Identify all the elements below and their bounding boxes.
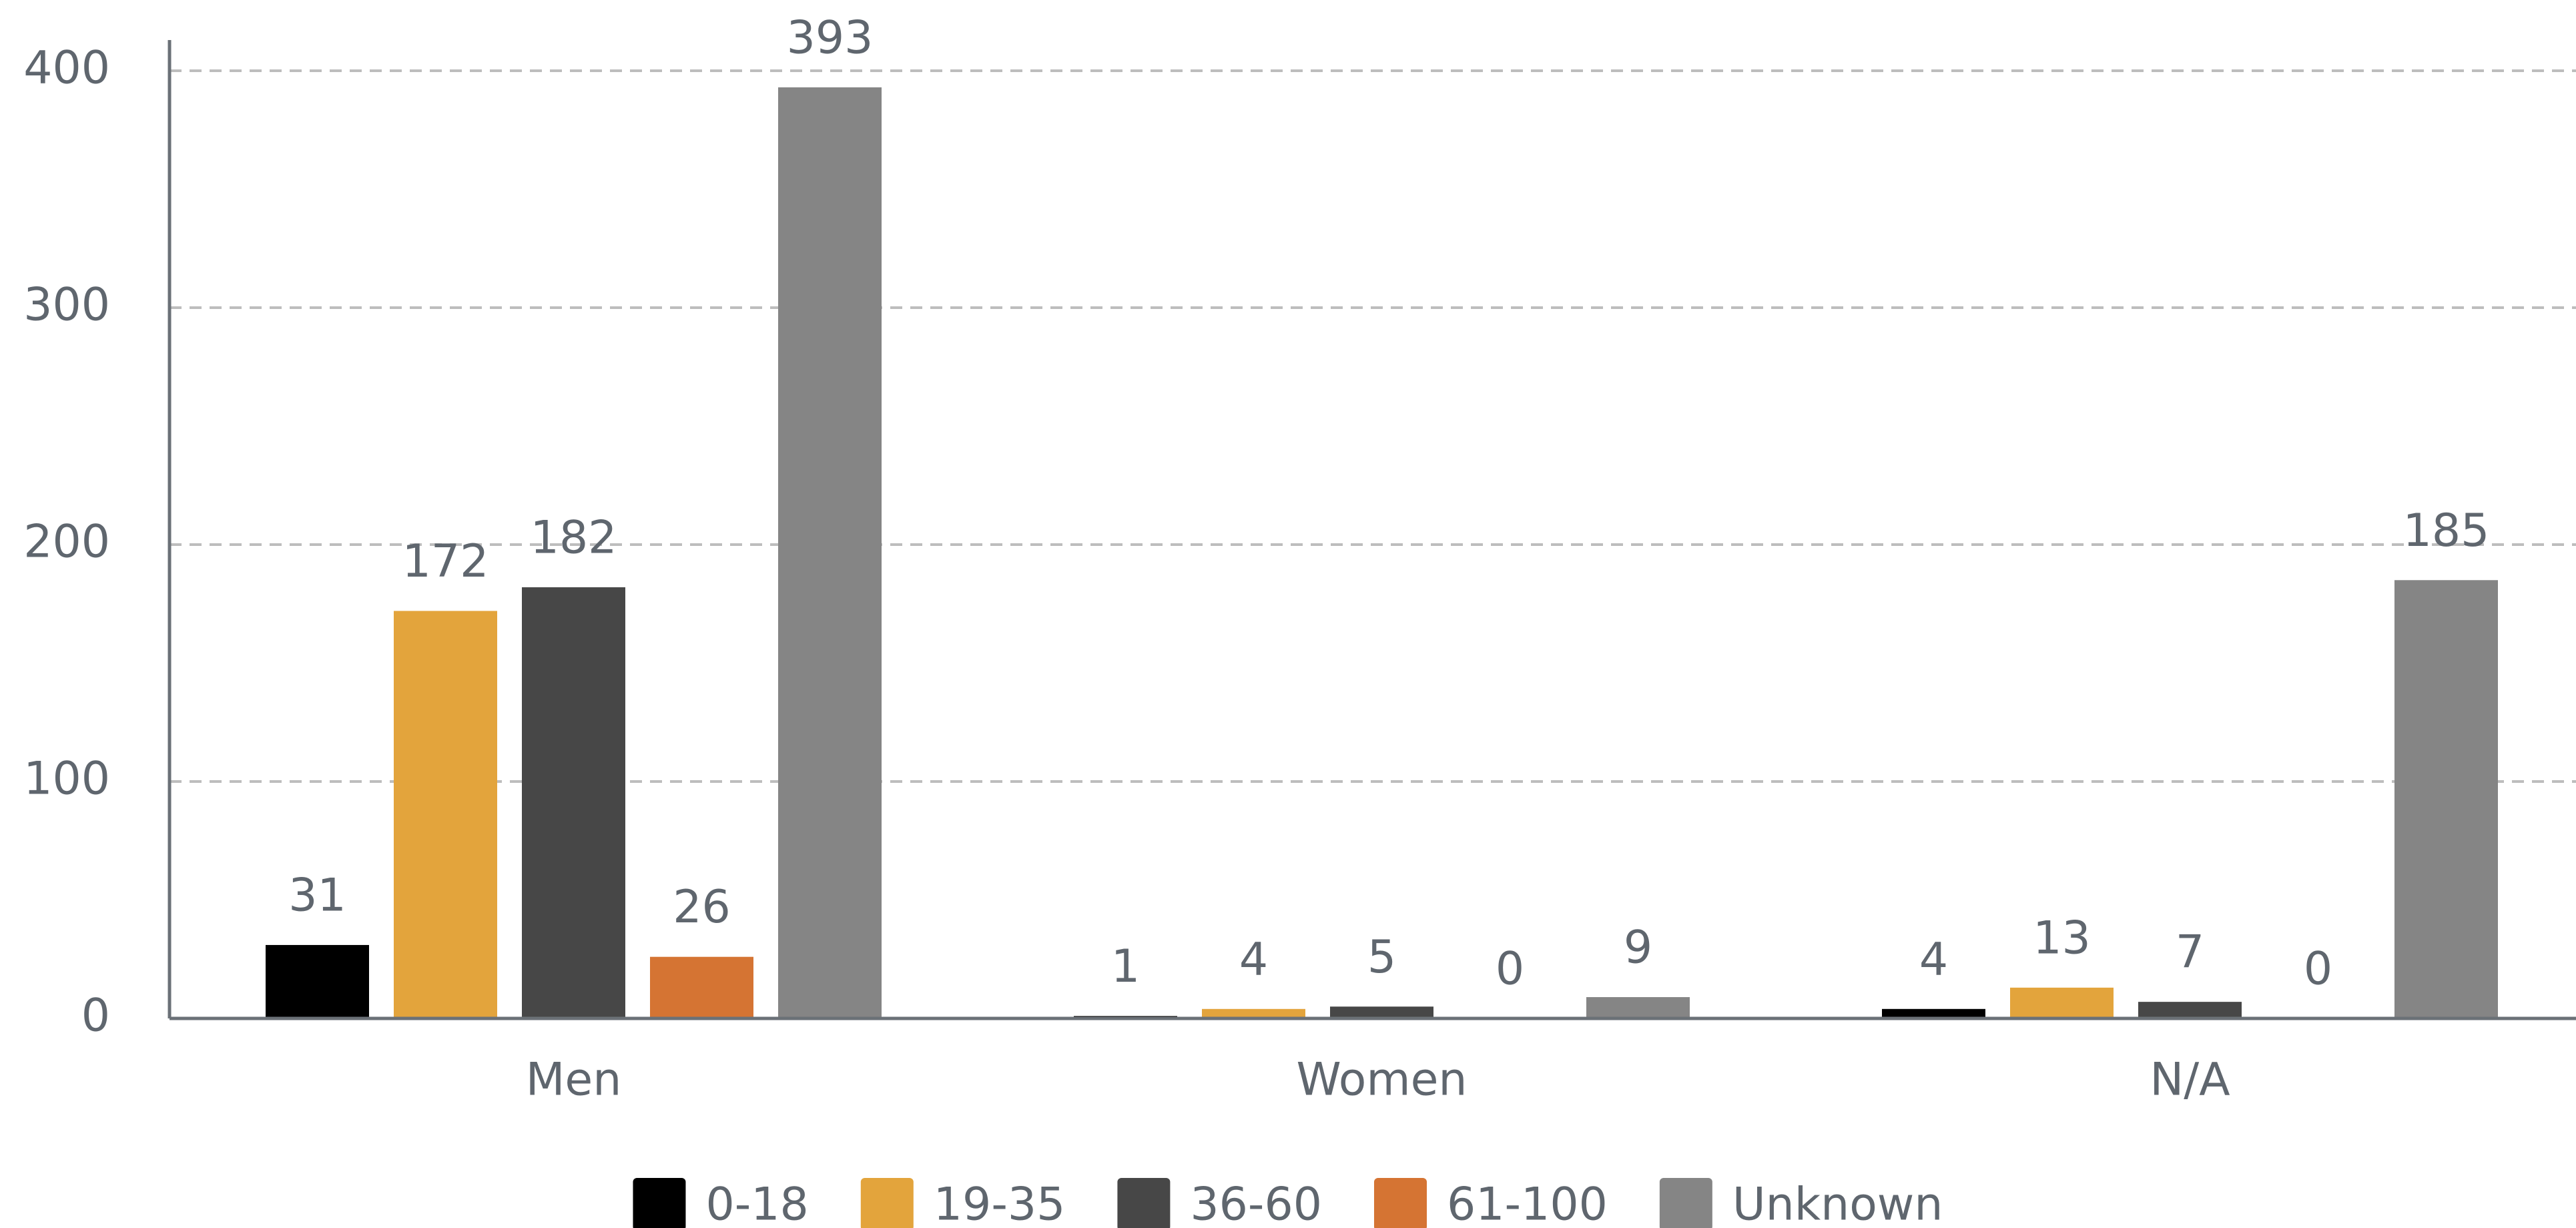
bar (778, 87, 882, 1019)
data-label: 9 (1624, 922, 1652, 974)
bar (1330, 1006, 1433, 1018)
legend-label: 61-100 (1447, 1179, 1608, 1228)
data-label: 5 (1367, 931, 1396, 984)
bar (1882, 1008, 1985, 1018)
data-label: 7 (2176, 926, 2204, 979)
bar (2138, 1002, 2242, 1018)
data-label: 0 (2304, 943, 2332, 996)
legend-swatch (860, 1178, 914, 1228)
legend-label: 19-35 (934, 1179, 1066, 1228)
x-tick-label: Women (1296, 1054, 1467, 1107)
bars: 31 172 182 26 393 1 4 5 0 9 4 13 7 0 185 (266, 11, 2498, 1019)
y-tick-label: 100 (23, 753, 110, 806)
data-label: 31 (288, 869, 346, 922)
bar (1586, 997, 1690, 1018)
legend-swatch (1117, 1178, 1171, 1228)
grid (170, 69, 2576, 783)
legend-swatch (1659, 1178, 1712, 1228)
data-label: 182 (531, 511, 617, 564)
y-tick-label: 0 (81, 990, 110, 1042)
bar (2010, 987, 2114, 1018)
data-label: 393 (787, 11, 874, 64)
bar (266, 944, 369, 1018)
y-tick-label: 200 (23, 516, 110, 569)
data-label: 13 (2033, 912, 2091, 964)
x-tick-label: Men (526, 1054, 622, 1107)
data-label: 1 (1111, 940, 1140, 993)
legend: 0-18 19-35 36-60 61-100 Unknown (633, 1178, 1943, 1228)
x-tick-label: N/A (2150, 1054, 2230, 1107)
bar (1202, 1008, 1305, 1018)
data-label: 4 (1239, 933, 1268, 986)
legend-label: Unknown (1732, 1179, 1943, 1228)
data-label: 26 (673, 881, 731, 934)
data-label: 172 (402, 535, 489, 588)
bar (650, 956, 753, 1018)
legend-label: 0-18 (705, 1179, 808, 1228)
bar (522, 587, 625, 1018)
data-label: 4 (1919, 933, 1948, 986)
y-tick-label: 400 (23, 42, 110, 95)
bar (2394, 580, 2498, 1018)
legend-swatch (1373, 1178, 1427, 1228)
y-tick-label: 300 (23, 279, 110, 332)
data-label: 0 (1496, 943, 1524, 996)
bar (394, 611, 497, 1018)
legend-label: 36-60 (1190, 1179, 1322, 1228)
legend-swatch (633, 1178, 686, 1228)
data-label: 185 (2403, 505, 2490, 557)
